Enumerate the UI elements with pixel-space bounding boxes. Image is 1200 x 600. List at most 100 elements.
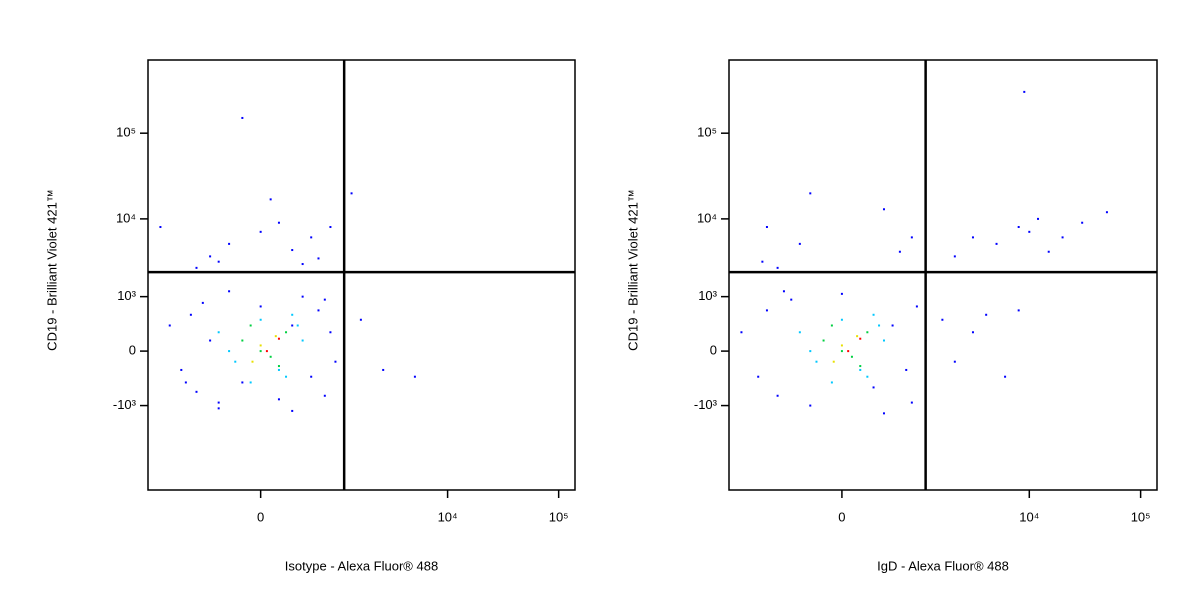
point <box>840 292 843 295</box>
point <box>259 344 262 347</box>
point <box>241 339 244 342</box>
y-axis-label: CD19 - Brilliant Violet 421™ <box>625 189 640 351</box>
point <box>1023 90 1026 93</box>
x-tick-label: 0 <box>838 509 845 524</box>
point <box>217 331 220 334</box>
point <box>840 350 843 353</box>
point <box>898 250 901 253</box>
point <box>168 324 171 327</box>
point <box>1081 221 1084 224</box>
x-tick-label: 10⁵ <box>1131 509 1151 524</box>
point <box>872 313 875 316</box>
plot-frame <box>147 59 576 491</box>
point <box>971 236 974 239</box>
point <box>776 394 779 397</box>
point <box>228 242 231 245</box>
point <box>782 290 785 293</box>
point <box>1037 217 1040 220</box>
point <box>277 221 280 224</box>
point <box>910 401 913 404</box>
point <box>195 266 198 269</box>
point <box>217 407 220 410</box>
point <box>1017 226 1020 229</box>
y-tick-label: 10⁴ <box>116 210 136 225</box>
point <box>822 339 825 342</box>
point <box>856 335 859 338</box>
point <box>740 331 743 334</box>
y-tick-label: 10⁵ <box>116 125 136 140</box>
point <box>859 337 862 340</box>
point <box>259 230 262 233</box>
point <box>329 331 332 334</box>
x-axis-label: Isotype - Alexa Fluor® 488 <box>285 558 438 573</box>
point <box>291 249 294 252</box>
y-axis-label: CD19 - Brilliant Violet 421™ <box>44 189 59 351</box>
x-tick-label: 0 <box>257 509 264 524</box>
point <box>184 381 187 384</box>
point <box>291 409 294 412</box>
point <box>882 339 885 342</box>
point <box>277 337 280 340</box>
point <box>1004 375 1007 378</box>
point <box>241 116 244 119</box>
point <box>850 355 853 358</box>
point <box>761 260 764 263</box>
point <box>809 192 812 195</box>
point <box>228 350 231 353</box>
point <box>296 324 299 327</box>
point <box>891 324 894 327</box>
point <box>878 324 881 327</box>
y-tick-label: -10³ <box>694 397 718 412</box>
point <box>291 313 294 316</box>
point <box>882 412 885 415</box>
point <box>915 305 918 308</box>
point <box>809 404 812 407</box>
point <box>285 331 288 334</box>
point <box>905 368 908 371</box>
point <box>985 313 988 316</box>
point <box>265 350 268 353</box>
point <box>209 255 212 258</box>
point <box>941 318 944 321</box>
point <box>195 390 198 393</box>
point <box>872 386 875 389</box>
point <box>159 226 162 229</box>
point <box>277 398 280 401</box>
point <box>815 360 818 363</box>
point <box>259 318 262 321</box>
point <box>830 324 833 327</box>
point <box>291 324 294 327</box>
point <box>953 255 956 258</box>
point <box>234 360 237 363</box>
point <box>310 375 313 378</box>
point <box>765 309 768 312</box>
point <box>301 263 304 266</box>
point <box>251 360 254 363</box>
point <box>798 242 801 245</box>
point <box>209 339 212 342</box>
point <box>809 350 812 353</box>
point <box>866 331 869 334</box>
point <box>1105 211 1108 214</box>
y-tick-label: -10³ <box>113 397 137 412</box>
point <box>249 324 252 327</box>
point <box>228 290 231 293</box>
point <box>269 355 272 358</box>
point <box>1017 309 1020 312</box>
y-tick-label: 10⁴ <box>697 210 717 225</box>
point <box>217 401 220 404</box>
x-tick-label: 10⁵ <box>549 509 569 524</box>
point <box>277 365 280 368</box>
point <box>847 350 850 353</box>
y-tick-label: 0 <box>129 343 136 358</box>
point <box>269 198 272 201</box>
point <box>910 236 913 239</box>
point <box>329 226 332 229</box>
point <box>301 295 304 298</box>
point <box>882 208 885 211</box>
point <box>1047 250 1050 253</box>
point <box>350 192 353 195</box>
point <box>790 298 793 301</box>
point <box>832 360 835 363</box>
